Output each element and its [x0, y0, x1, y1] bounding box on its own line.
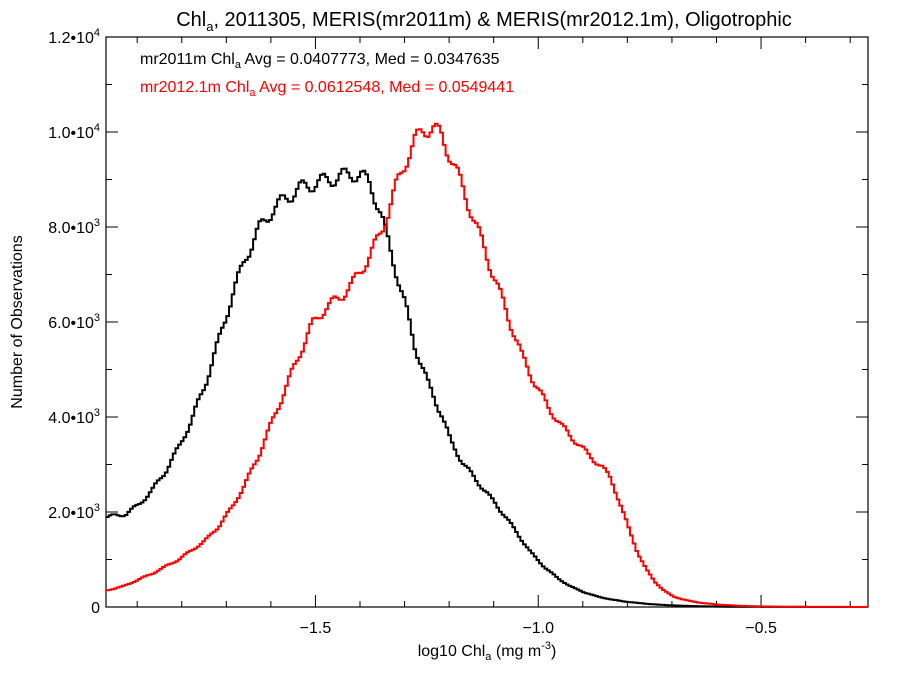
legend-entry-mr2011m-subscript: a — [235, 59, 242, 71]
chart-title: Chla, 2011305, MERIS(mr2011m) & MERIS(mr… — [176, 9, 792, 34]
y-axis-label: Number of Observations — [9, 235, 26, 408]
y-axis-ticks: 0 2.0•103 4.0•103 6.0•103 8.0•103 1.0•104 1.2•… — [48, 27, 868, 617]
x-axis-label: log10 Chla (mg m-3) — [418, 640, 557, 663]
legend-entry-mr2012-1m-suffix: Avg = 0.0612548, Med = 0.0549441 — [256, 79, 515, 96]
y-tick-label: 2.0•103 — [48, 502, 100, 522]
chart-title-prefix: Chl — [176, 9, 206, 31]
x-axis-label-suffix: (mg m — [491, 643, 541, 660]
chart-title-subscript: a — [206, 19, 214, 34]
x-axis-label-subscript: a — [485, 651, 492, 663]
series-line-red — [106, 122, 868, 608]
y-tick-label: 1.2•104 — [48, 27, 100, 47]
x-axis-label-superscript: -3 — [541, 640, 551, 652]
x-tick-label: −1.0 — [522, 620, 554, 637]
y-tick-label: 6.0•103 — [48, 312, 100, 332]
y-tick-label: 1.0•104 — [48, 122, 100, 142]
legend-entry-mr2012-1m-subscript: a — [249, 87, 256, 99]
series-line-black — [106, 167, 868, 608]
legend: mr2011m Chla Avg = 0.0407773, Med = 0.03… — [140, 51, 514, 99]
legend-entry-mr2012-1m-prefix: mr2012.1m Chl — [140, 79, 249, 96]
y-tick-label: 4.0•103 — [48, 407, 100, 427]
x-axis-label-end: ) — [551, 643, 556, 660]
series-layer — [106, 122, 868, 608]
legend-entry-mr2011m-suffix: Avg = 0.0407773, Med = 0.0347635 — [241, 51, 500, 68]
legend-entry-mr2012-1m: mr2012.1m Chla Avg = 0.0612548, Med = 0.… — [140, 79, 514, 99]
x-axis-ticks: −1.5 −1.0 −0.5 — [136, 37, 851, 637]
x-axis-label-prefix: log10 Chl — [418, 643, 486, 660]
chart-title-suffix: , 2011305, MERIS(mr2011m) & MERIS(mr2012… — [213, 9, 791, 31]
x-tick-label: −0.5 — [745, 620, 777, 637]
y-tick-label: 0 — [91, 600, 100, 617]
legend-entry-mr2011m: mr2011m Chla Avg = 0.0407773, Med = 0.03… — [140, 51, 500, 71]
legend-entry-mr2011m-prefix: mr2011m Chl — [140, 51, 235, 68]
y-tick-label: 8.0•103 — [48, 217, 100, 237]
x-tick-label: −1.5 — [300, 620, 332, 637]
